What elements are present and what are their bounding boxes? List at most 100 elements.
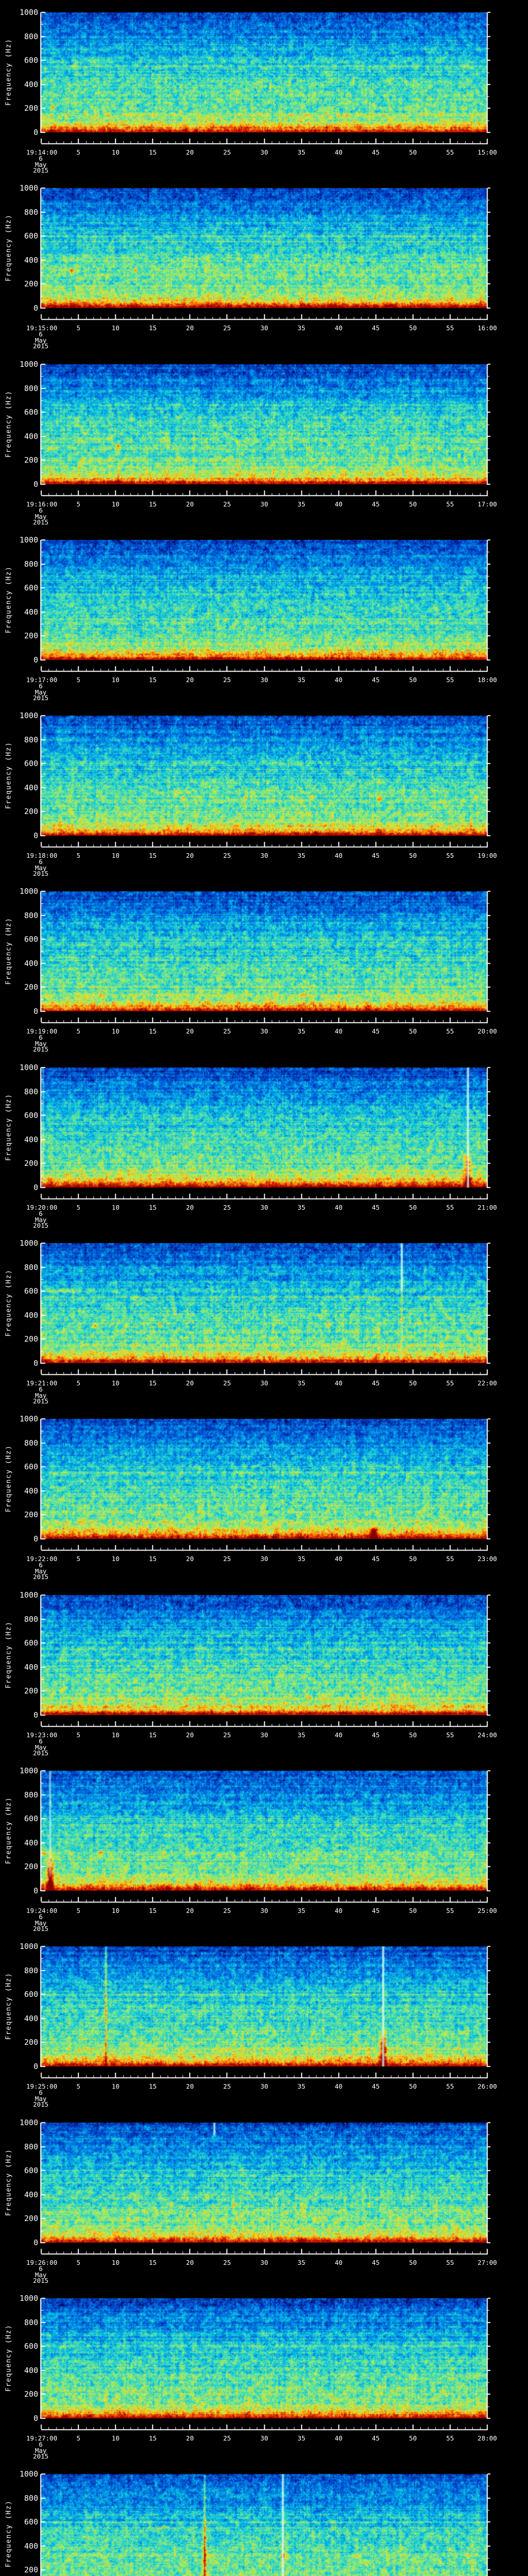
date-label: 6 May 2015 (21, 1035, 61, 1053)
spectrogram-canvas (0, 2110, 528, 2286)
y-tick-label: 600 (24, 2517, 38, 2527)
x-tick-label: 5 (76, 852, 80, 859)
x-tick-label: 30 (260, 1379, 269, 1387)
x-tick-label: 25 (223, 500, 231, 508)
x-tick-label: 45 (372, 148, 380, 156)
x-tick-label: 25 (223, 1907, 231, 1914)
y-tick-label: 200 (24, 2214, 38, 2224)
x-tick-label: 15 (148, 1731, 157, 1739)
x-tick-label: 50 (409, 1555, 417, 1563)
y-tick-label: 0 (33, 2414, 38, 2423)
y-tick-label: 200 (24, 1334, 38, 1344)
x-tick-label: 30 (260, 1204, 269, 1211)
y-tick-label: 400 (24, 1486, 38, 1496)
x-axis-start-time-label: 19:18:00 (26, 852, 58, 859)
x-tick-label: 20 (186, 1027, 194, 1035)
x-tick-label: 50 (409, 2259, 417, 2266)
date-year: 2015 (32, 1045, 49, 1053)
y-axis-title: Frequency (Hz) (5, 1093, 13, 1161)
y-axis-title: Frequency (Hz) (5, 1621, 13, 1689)
x-tick-label: 20 (186, 2434, 194, 2442)
x-axis-end-time-label: 16:00 (477, 324, 497, 332)
x-tick-label: 55 (446, 1907, 454, 1914)
x-axis-start-time-label: 19:26:00 (26, 2259, 58, 2266)
y-tick-label: 800 (24, 2142, 38, 2151)
x-tick-label: 10 (111, 2082, 120, 2090)
y-axis-title: Frequency (Hz) (5, 1797, 13, 1865)
x-tick-label: 45 (372, 1555, 380, 1563)
x-tick-label: 30 (260, 852, 269, 859)
x-tick-label: 30 (260, 324, 269, 332)
y-tick-label: 200 (24, 1862, 38, 1872)
x-tick-label: 55 (446, 1731, 454, 1739)
spectrogram-panel-19-23-00: Frequency (Hz) 1000 800 600 400 200 0 5 10 15 20… (0, 1583, 528, 1759)
y-axis-title: Frequency (Hz) (5, 214, 13, 282)
date-year: 2015 (32, 342, 49, 350)
y-tick-label: 0 (33, 2062, 38, 2071)
x-tick-label: 5 (76, 676, 80, 684)
x-tick-label: 15 (148, 1027, 157, 1035)
x-tick-label: 55 (446, 1027, 454, 1035)
x-axis-start-time-label: 19:17:00 (26, 676, 58, 684)
x-tick-label: 55 (446, 1555, 454, 1563)
date-day: 6 (39, 2089, 43, 2096)
y-tick-label: 0 (33, 480, 38, 489)
date-day: 6 (39, 1385, 43, 1393)
date-year: 2015 (32, 870, 49, 877)
x-axis-end-time-label: 26:00 (477, 2082, 497, 2090)
y-tick-label: 200 (24, 982, 38, 992)
x-tick-label: 35 (298, 852, 306, 859)
date-day: 6 (39, 1913, 43, 1921)
date-month: May (35, 863, 47, 872)
x-tick-label: 10 (111, 1379, 120, 1387)
date-month: May (35, 2270, 47, 2279)
x-tick-label: 20 (186, 148, 194, 156)
date-label: 6 May 2015 (21, 2090, 61, 2108)
x-tick-label: 40 (335, 1027, 343, 1035)
date-day: 6 (39, 682, 43, 690)
y-axis-title: Frequency (Hz) (5, 390, 13, 458)
x-tick-label: 50 (409, 1379, 417, 1387)
y-tick-label: 1000 (19, 183, 38, 193)
spectrogram-panel-19-20-00: Frequency (Hz) 1000 800 600 400 200 0 5 10 15 20… (0, 1055, 528, 1231)
y-tick-label: 1000 (19, 1766, 38, 1775)
x-tick-label: 5 (76, 1907, 80, 1914)
y-tick-label: 400 (24, 255, 38, 265)
x-tick-label: 5 (76, 2434, 80, 2442)
y-axis-title: Frequency (Hz) (5, 917, 13, 985)
x-tick-label: 35 (298, 676, 306, 684)
x-tick-label: 50 (409, 1907, 417, 1914)
x-axis-start-time-label: 19:25:00 (26, 2082, 58, 2090)
y-tick-label: 800 (24, 1262, 38, 1272)
y-tick-label: 400 (24, 79, 38, 89)
x-tick-label: 5 (76, 1027, 80, 1035)
x-tick-label: 50 (409, 148, 417, 156)
date-year: 2015 (32, 1749, 49, 1757)
date-year: 2015 (32, 1925, 49, 1933)
y-tick-label: 800 (24, 1087, 38, 1096)
x-axis-end-time-label: 22:00 (477, 1379, 497, 1387)
x-tick-label: 30 (260, 2259, 269, 2266)
y-tick-label: 400 (24, 783, 38, 792)
date-label: 6 May 2015 (21, 859, 61, 877)
y-tick-label: 200 (24, 2565, 38, 2575)
date-year: 2015 (32, 518, 49, 526)
y-axis-title: Frequency (Hz) (5, 1972, 13, 2040)
x-tick-label: 15 (148, 1555, 157, 1563)
x-tick-label: 45 (372, 852, 380, 859)
x-tick-label: 30 (260, 1731, 269, 1739)
date-label: 6 May 2015 (21, 331, 61, 349)
x-tick-label: 25 (223, 2434, 231, 2442)
x-tick-label: 20 (186, 2082, 194, 2090)
spectrogram-panel-19-25-00: Frequency (Hz) 1000 800 600 400 200 0 5 10 15 20… (0, 1934, 528, 2110)
x-tick-label: 40 (335, 1907, 343, 1914)
date-month: May (35, 2094, 47, 2103)
x-tick-label: 35 (298, 2082, 306, 2090)
spectrogram-panel-19-21-00: Frequency (Hz) 1000 800 600 400 200 0 5 10 15 20… (0, 1231, 528, 1407)
y-tick-label: 1000 (19, 1063, 38, 1072)
x-tick-label: 5 (76, 1555, 80, 1563)
y-tick-label: 0 (33, 831, 38, 840)
y-tick-label: 1000 (19, 8, 38, 17)
spectrogram-panel-19-14-00: Frequency (Hz) 1000 800 600 400 200 0 5 10 15 20… (0, 0, 528, 176)
x-tick-label: 15 (148, 852, 157, 859)
